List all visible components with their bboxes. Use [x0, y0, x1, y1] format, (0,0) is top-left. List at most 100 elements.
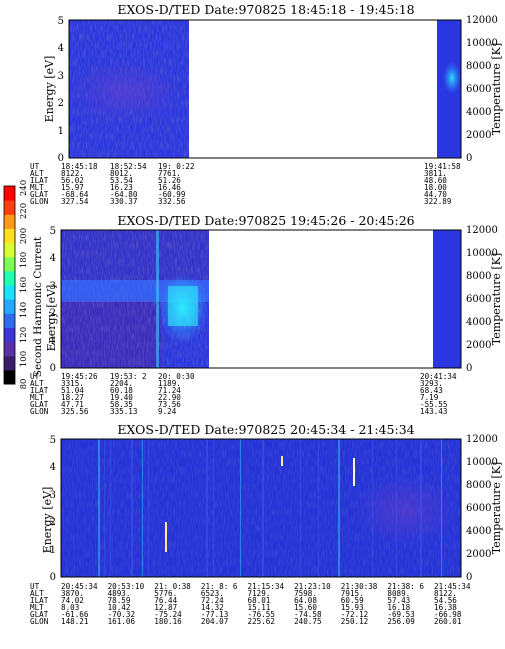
table-cell: 51.26	[158, 176, 181, 185]
table-cell: 7761.	[158, 169, 181, 178]
colorbar-label: Second Harmonic Current	[32, 236, 44, 377]
panel-2-y2tick: 2000	[466, 340, 491, 351]
table-cell: 8.03	[61, 603, 79, 612]
table-cell: 19:41:58	[424, 162, 461, 171]
panel-3-stripe	[131, 439, 133, 577]
table-cell: 51.04	[61, 386, 84, 395]
panel-2-y2-axis: 0 2000 4000 6000 8000 10000 12000 Temper…	[466, 225, 503, 374]
table-cell: 12.87	[154, 603, 177, 612]
panel-1-y2tick: 0	[466, 153, 472, 164]
table-cell: 3870.	[61, 589, 84, 598]
table-cell: -69.53	[387, 610, 414, 619]
colorbar-tick: 140	[19, 302, 29, 318]
panel-3-y2tick: 10000	[466, 457, 498, 468]
panel-2-ytick: 0	[50, 363, 56, 374]
table-cell: 71.24	[158, 386, 181, 395]
table-row-label: GLON	[30, 197, 49, 206]
table-row-label: UT	[30, 582, 40, 591]
panel-1-ytick: 3	[58, 71, 64, 82]
panel-3-stripe	[372, 439, 373, 577]
panel-2-bright-stripe	[156, 230, 159, 368]
table-cell: 332.56	[158, 197, 186, 206]
panel-2-y2tick: 0	[466, 363, 472, 374]
panel-3-title: EXOS-D/TED Date:970825 20:45:34 - 21:45:…	[117, 422, 414, 437]
panel-3-stripe	[104, 439, 105, 577]
table-cell: 20:53:10	[108, 582, 145, 591]
panel-2-cyan-column	[168, 286, 198, 326]
table-cell: 8089.	[387, 589, 410, 598]
table-cell: 335.13	[110, 407, 137, 416]
panel-3-y2tick: 4000	[466, 526, 491, 537]
panel-2-y2tick: 8000	[466, 271, 491, 282]
table-cell: 20:45:34	[61, 582, 98, 591]
panel-2-y2tick: 10000	[466, 248, 498, 259]
colorbar-cell	[4, 228, 15, 244]
panel-2-orbit-table: UT ALT ILAT MLT GLAT GLON 19:45:26 3315.…	[30, 372, 457, 416]
panel-3-y2tick: 8000	[466, 480, 491, 491]
colorbar-tick: 240	[19, 180, 29, 196]
panel-3-stripe	[396, 439, 397, 577]
table-row-label: GLAT	[30, 610, 49, 619]
panel-2-ytick: 3	[50, 281, 56, 292]
panel-3-spike	[165, 522, 167, 552]
table-cell: 76.44	[154, 596, 177, 605]
colorbar-cell	[4, 200, 15, 215]
panel-2-ytick: 5	[50, 226, 56, 237]
panel-2-right-strip	[433, 230, 461, 368]
table-cell: 15.93	[341, 603, 364, 612]
panel-1-y-axis: 0 1 2 3 4 5 Energy [eV]	[43, 16, 64, 164]
table-cell: 10.42	[108, 603, 131, 612]
table-cell: 260.01	[434, 617, 462, 626]
table-cell: 325.56	[61, 407, 89, 416]
panel-1-y2tick: 6000	[466, 84, 491, 95]
table-cell: 68.01	[248, 596, 271, 605]
table-cell: 21:45:34	[434, 582, 471, 591]
table-cell: 7.19	[420, 393, 439, 402]
table-cell: 21:38: 6	[387, 582, 424, 591]
table-cell: -66.98	[434, 610, 462, 619]
table-cell: 78.59	[108, 596, 131, 605]
panel-1-ytick: 5	[58, 16, 64, 27]
panel-3-y-axis: 0 1 2 3 4 5 Energy [eV]	[41, 435, 56, 583]
table-cell: 3293.	[420, 379, 443, 388]
table-cell: 47.71	[61, 400, 84, 409]
table-row-label: ALT	[30, 379, 44, 388]
table-cell: 327.54	[61, 197, 89, 206]
panel-2: EXOS-D/TED Date:970825 19:45:26 - 20:45:…	[30, 213, 503, 416]
table-cell: 15.11	[248, 603, 271, 612]
table-row-label: UT	[30, 162, 40, 171]
table-cell: 54.56	[434, 596, 457, 605]
colorbar-cell	[4, 285, 15, 300]
panel-2-y2label: Temperature [K]	[490, 253, 503, 345]
panel-1-data-gap	[189, 20, 437, 158]
colorbar-tick: 120	[19, 327, 29, 343]
table-cell: 14.32	[201, 603, 224, 612]
colorbar-tick: 80	[19, 379, 29, 390]
panel-3-stripe	[142, 439, 143, 577]
panel-1-right-strip-highlight	[443, 62, 461, 94]
colorbar-cell	[4, 299, 15, 314]
panel-3-y2tick: 2000	[466, 549, 491, 560]
panel-3-stripe	[206, 439, 208, 577]
table-cell: 16.46	[158, 183, 181, 192]
table-cell: 9.24	[158, 407, 177, 416]
colorbar-cells	[4, 186, 15, 385]
colorbar-tick: 180	[19, 252, 29, 268]
table-cell: 7129.	[248, 589, 271, 598]
panel-1: EXOS-D/TED Date:970825 18:45:18 - 19:45:…	[30, 2, 503, 206]
panel-3-ytick: 0	[50, 572, 56, 583]
panel-1-y2tick: 12000	[466, 15, 498, 26]
panel-3-ytick: 1	[50, 545, 56, 556]
colorbar-cell	[4, 256, 15, 272]
table-cell: 143.43	[420, 407, 447, 416]
table-cell: 8122.	[61, 169, 84, 178]
table-cell: -61.66	[61, 610, 89, 619]
table-cell: 250.12	[341, 617, 368, 626]
table-cell: 60.18	[110, 386, 133, 395]
panel-3-ytick: 4	[50, 462, 56, 473]
panel-1-y2tick: 8000	[466, 61, 491, 72]
table-cell: 60.59	[341, 596, 364, 605]
colorbar-cell	[4, 270, 15, 286]
